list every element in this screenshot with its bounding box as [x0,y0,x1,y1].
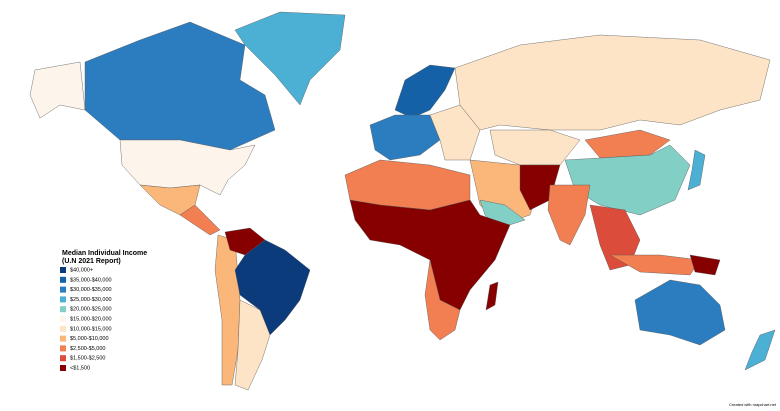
legend-swatch [60,306,66,313]
legend-swatch [60,335,66,342]
legend: $40,000+ $35,000-$40,000 $30,000-$35,000 $2… [60,267,112,371]
argentina [234,299,271,391]
legend-swatch [60,316,66,322]
legend-label: $35,000-$40,000 [70,277,112,283]
western-europe [369,114,441,161]
sub-saharan-africa [349,199,511,311]
legend-swatch [60,365,66,371]
credit: Created with mapchart.net [729,402,777,407]
legend-title: Median Individual Income [62,250,147,257]
legend-swatch [60,276,66,283]
australia [634,279,726,346]
legend-label: $2,500-$5,000 [70,346,105,352]
legend-label: $5,000-$10,000 [70,336,109,342]
arabia [479,199,526,229]
legend-swatch [60,286,66,293]
greenland [234,11,346,106]
usa [119,139,256,196]
alaska [29,61,86,119]
legend-swatch [60,325,66,332]
legend-label: <$1,500 [70,365,90,371]
russia [454,34,771,131]
legend-label: $25,000-$30,000 [70,297,112,303]
legend-label: $1,500-$2,500 [70,356,105,362]
southern-africa [424,259,461,341]
legend-swatch [60,296,66,303]
legend-label: $15,000-$20,000 [70,316,112,322]
legend-swatch [60,345,66,352]
countries [29,11,776,391]
legend-label: $20,000-$25,000 [70,307,112,313]
legend-label: $40,000+ [70,267,93,273]
india [547,184,591,246]
canada [84,21,276,151]
legend-subtitle: (U.N 2021 Report) [62,258,121,265]
new-guinea [689,254,721,276]
japan [687,149,706,191]
mongolia [584,129,671,159]
legend-label: $10,000-$15,000 [70,326,112,332]
legend-label: $30,000-$35,000 [70,287,112,293]
new-zealand [744,329,776,371]
legend-swatch [60,355,66,362]
central-america [179,204,221,236]
brazil [234,239,311,336]
andes [214,234,241,386]
legend-swatch [60,267,66,273]
madagascar [485,281,499,311]
